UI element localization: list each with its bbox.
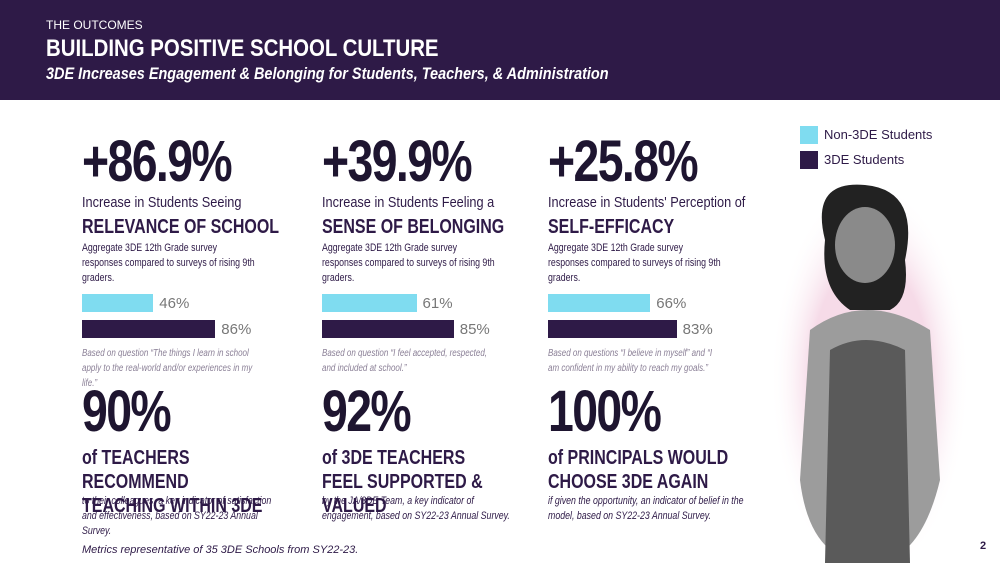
stat-value: +25.8%: [548, 129, 699, 194]
stat-value: +39.9%: [322, 129, 473, 194]
stat-wrap: 90%: [82, 378, 297, 444]
stat-block: +86.9% Increase in Students Seeing RELEVAN…: [82, 128, 297, 391]
bar-row: 46%: [82, 294, 297, 312]
subtitle: 3DE Increases Engagement & Belonging for…: [46, 64, 609, 83]
title: BUILDING POSITIVE SCHOOL CULTURE: [46, 35, 439, 62]
legend-swatch: [800, 150, 818, 169]
bar-row: 86%: [82, 320, 297, 338]
outcome-note: to their colleagues, a key indicator of …: [82, 495, 272, 537]
bar-row: 66%: [548, 294, 763, 312]
stat-wrap: +39.9%: [322, 128, 537, 194]
stat-wrap: 92%: [322, 378, 537, 444]
stat-lead: Increase in Students Seeing: [82, 194, 242, 211]
outcome-block: 100% of PRINCIPALS WOULD CHOOSE 3DE AGAIN…: [548, 378, 763, 524]
stat-heading: RELEVANCE OF SCHOOL: [82, 216, 280, 238]
outcome-note: if given the opportunity, an indicator o…: [548, 495, 744, 522]
footnote: Metrics representative of 35 3DE Schools…: [82, 544, 359, 556]
bar-group: 66% 83%: [548, 294, 763, 338]
stat-wrap: +86.9%: [82, 128, 297, 194]
bar: [322, 294, 417, 312]
outcome-heading: of 3DE TEACHERS FEEL SUPPORTED & VALUED: [322, 447, 483, 517]
stat-lead: Increase in Students' Perception of: [548, 194, 746, 211]
stat-note: Aggregate 3DE 12th Grade survey response…: [548, 242, 721, 284]
outcome-value: 90%: [82, 379, 172, 444]
page-number: 2: [980, 540, 987, 552]
kicker: THE OUTCOMES: [46, 18, 143, 32]
legend-swatch: [800, 125, 818, 144]
legend-label: Non-3DE Students: [824, 127, 933, 142]
bar-row: 61%: [322, 294, 537, 312]
stat-wrap: SENSE OF BELONGING: [322, 215, 537, 241]
bar: [548, 320, 677, 338]
bar-row: 85%: [322, 320, 537, 338]
stat-note: Aggregate 3DE 12th Grade survey response…: [322, 242, 495, 284]
bar: [82, 320, 216, 338]
source-note: Based on question “I feel accepted, resp…: [322, 348, 487, 374]
portrait: [770, 180, 970, 563]
legend-entry: Non-3DE Students: [800, 122, 932, 147]
value-label: 86%: [221, 320, 252, 338]
source-note: Based on question “The things I learn in…: [82, 348, 253, 389]
stat-block: +39.9% Increase in Students Feeling a SENS…: [322, 128, 537, 376]
stat-heading: SENSE OF BELONGING: [322, 216, 505, 238]
outcome-block: 92% of 3DE TEACHERS FEEL SUPPORTED & VALU…: [322, 378, 537, 524]
bar-row: 83%: [548, 320, 763, 338]
stat-note: Aggregate 3DE 12th Grade survey response…: [82, 242, 255, 284]
outcome-value: 92%: [322, 379, 412, 444]
outcome-note: by the JA/3DE Team, a key indicator of e…: [322, 495, 510, 522]
header-band: THE OUTCOMES BUILDING POSITIVE SCHOOL CU…: [0, 0, 1000, 100]
stat-wrap: +25.8%: [548, 128, 763, 194]
outcome-value: 100%: [548, 379, 662, 444]
stat-lead: Increase in Students Feeling a: [322, 194, 495, 211]
value-label: 61%: [422, 294, 453, 312]
value-label: 46%: [159, 294, 190, 312]
legend-entry: 3DE Students: [800, 147, 932, 172]
outcome-block: 90% of TEACHERS RECOMMEND TEACHING WITHIN…: [82, 378, 297, 539]
value-label: 66%: [656, 294, 687, 312]
bar: [322, 320, 454, 338]
stat-value: +86.9%: [82, 129, 233, 194]
stat-wrap: 100%: [548, 378, 763, 444]
bar: [82, 294, 154, 312]
legend-label: 3DE Students: [824, 152, 905, 167]
stat-heading: SELF-EFFICACY: [548, 216, 675, 238]
source-note: Based on questions “I believe in myself”…: [548, 348, 713, 374]
bar-group: 46% 86%: [82, 294, 297, 338]
stat-wrap: RELEVANCE OF SCHOOL: [82, 215, 297, 241]
outcome-heading: of PRINCIPALS WOULD CHOOSE 3DE AGAIN: [548, 447, 729, 493]
outcome-heading: of TEACHERS RECOMMEND TEACHING WITHIN 3D…: [82, 447, 263, 517]
value-label: 85%: [459, 320, 490, 338]
value-label: 83%: [682, 320, 713, 338]
stat-block: +25.8% Increase in Students' Perception o…: [548, 128, 763, 376]
bar-group: 61% 85%: [322, 294, 537, 338]
stat-wrap: SELF-EFFICACY: [548, 215, 763, 241]
bar: [548, 294, 651, 312]
